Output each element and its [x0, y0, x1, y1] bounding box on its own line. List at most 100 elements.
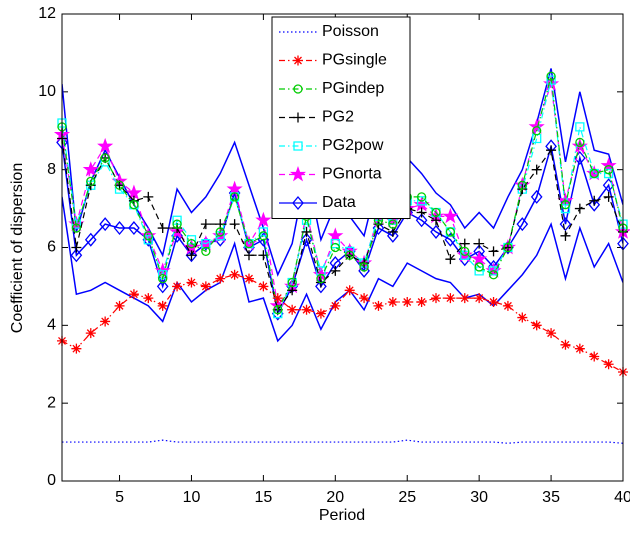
- point-marker: [618, 223, 628, 233]
- point-marker: [431, 293, 441, 304]
- point-marker: [113, 221, 126, 236]
- point-marker: [517, 184, 527, 194]
- point-marker: [402, 296, 413, 307]
- point-marker: [517, 180, 527, 190]
- point-marker: [114, 300, 125, 311]
- point-marker: [460, 250, 470, 260]
- point-marker: [226, 180, 243, 196]
- point-marker: [574, 343, 585, 354]
- point-marker: [316, 266, 326, 276]
- legend-marker: [293, 55, 303, 66]
- point-marker: [85, 328, 96, 339]
- point-marker: [460, 246, 470, 257]
- point-marker: [99, 217, 112, 232]
- point-marker: [388, 219, 398, 229]
- y-tick-label: 4: [47, 317, 56, 334]
- point-marker: [603, 165, 614, 175]
- point-marker: [502, 300, 513, 311]
- point-marker: [143, 191, 154, 202]
- point-marker: [445, 227, 456, 237]
- point-marker: [316, 273, 326, 284]
- point-marker: [344, 285, 355, 296]
- point-marker: [575, 122, 585, 132]
- point-marker: [258, 231, 269, 241]
- x-tick-label: 10: [183, 489, 201, 506]
- axes-box: [61, 13, 624, 482]
- point-marker: [474, 266, 484, 276]
- point-marker: [244, 273, 254, 284]
- point-marker: [327, 227, 344, 243]
- point-marker: [416, 192, 427, 202]
- legend-marker: [292, 195, 304, 211]
- point-marker: [201, 238, 211, 249]
- y-tick-label: 8: [47, 161, 56, 178]
- legend-marker: [293, 141, 303, 151]
- point-marker: [100, 153, 110, 163]
- point-marker: [430, 224, 442, 239]
- point-marker: [315, 279, 327, 294]
- x-axis-label: Period: [319, 507, 365, 524]
- point-marker: [503, 242, 513, 253]
- point-marker: [530, 189, 543, 204]
- legend-label: PGnorta: [322, 166, 382, 183]
- point-marker: [84, 232, 97, 247]
- point-marker: [201, 246, 211, 257]
- point-marker: [186, 277, 197, 288]
- point-marker: [359, 293, 370, 304]
- point-marker: [575, 137, 585, 148]
- legend-marker: [289, 166, 307, 182]
- point-marker: [244, 238, 254, 249]
- point-marker: [431, 207, 441, 218]
- point-marker: [143, 293, 154, 304]
- x-tick-label: 5: [115, 489, 124, 506]
- point-marker: [373, 300, 384, 311]
- point-marker: [114, 180, 125, 190]
- point-marker: [129, 200, 139, 210]
- y-tick-label: 10: [38, 83, 56, 100]
- series-line: [62, 83, 623, 308]
- point-marker: [445, 254, 456, 265]
- point-marker: [200, 281, 211, 292]
- point-marker: [157, 300, 168, 311]
- point-marker: [532, 126, 542, 136]
- point-marker: [272, 293, 283, 304]
- series-line: [62, 439, 623, 444]
- point-marker: [185, 248, 198, 263]
- y-tick-label: 12: [38, 5, 56, 22]
- point-marker: [488, 270, 499, 280]
- point-marker: [416, 196, 427, 206]
- point-marker: [128, 289, 139, 300]
- point-marker: [488, 296, 499, 307]
- y-tick-label: 0: [47, 472, 56, 489]
- point-marker: [574, 203, 585, 214]
- point-marker: [215, 227, 225, 237]
- series-line: [62, 142, 623, 316]
- point-marker: [172, 281, 183, 292]
- point-marker: [474, 293, 485, 304]
- point-marker: [330, 300, 341, 311]
- point-marker: [571, 137, 588, 154]
- x-tick-label: 25: [398, 489, 416, 506]
- point-marker: [71, 223, 82, 233]
- point-marker: [97, 137, 114, 154]
- point-marker: [287, 277, 297, 288]
- y-tick-label: 6: [47, 239, 56, 256]
- point-marker: [86, 176, 96, 186]
- point-marker: [158, 273, 168, 284]
- point-marker: [255, 211, 272, 228]
- point-marker: [100, 316, 111, 327]
- point-marker: [415, 213, 428, 228]
- point-marker: [444, 232, 457, 247]
- y-axis-label: Coefficient of dispersion: [9, 163, 26, 333]
- point-marker: [143, 231, 153, 241]
- point-marker: [442, 207, 459, 224]
- point-marker: [589, 351, 600, 362]
- legend-label: PG2pow: [322, 137, 384, 154]
- point-marker: [445, 293, 456, 304]
- point-marker: [386, 228, 399, 243]
- point-marker: [559, 217, 572, 232]
- series-line: [62, 80, 623, 316]
- point-marker: [471, 250, 488, 267]
- point-marker: [229, 192, 240, 202]
